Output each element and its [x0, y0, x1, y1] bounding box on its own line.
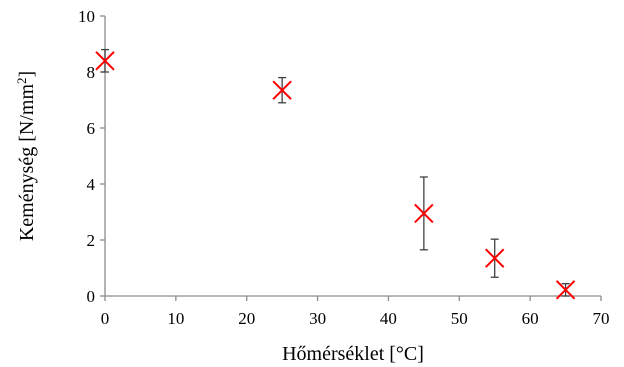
x-tick-label: 30 [309, 309, 326, 328]
x-axis-title: Hőmérséklet [°C] [282, 343, 424, 365]
data-points [95, 51, 576, 300]
y-tick-label: 6 [87, 119, 96, 138]
x-tick-label: 0 [101, 309, 110, 328]
data-point [485, 248, 505, 268]
data-point [95, 51, 115, 71]
x-tick-label: 40 [380, 309, 397, 328]
y-tick-label: 10 [78, 7, 95, 26]
error-bars [101, 48, 570, 297]
y-tick-label: 2 [87, 231, 96, 250]
data-point [272, 80, 292, 100]
y-tick-label: 8 [87, 63, 96, 82]
y-axis-title-superscript: 2 [14, 77, 29, 84]
x-axis-ticks: 0 10 20 30 40 50 60 70 [101, 296, 610, 328]
y-tick-label: 0 [87, 287, 96, 306]
x-tick-label: 20 [238, 309, 255, 328]
y-axis-title-close: ] [16, 71, 38, 78]
y-axis-ticks: 0 2 4 6 8 10 [78, 7, 105, 306]
data-point [555, 280, 576, 300]
y-axis-title: Keménység [N/mm2] [14, 71, 38, 241]
x-tick-label: 70 [593, 309, 610, 328]
x-tick-label: 10 [167, 309, 184, 328]
x-tick-label: 50 [451, 309, 468, 328]
x-tick-label: 60 [522, 309, 539, 328]
y-axis-title-main: Keménység [N/mm [16, 84, 38, 242]
y-tick-label: 4 [87, 175, 96, 194]
data-point [414, 203, 434, 224]
